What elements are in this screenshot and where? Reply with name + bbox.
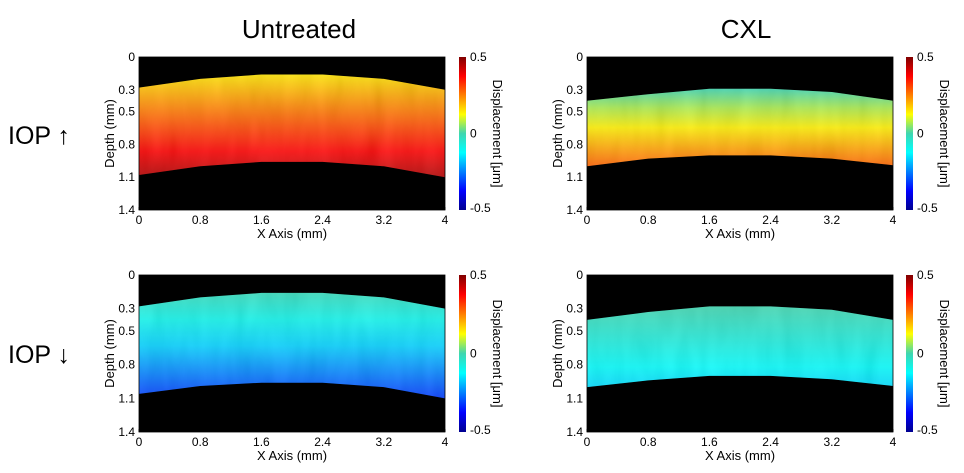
x-tick-label: 1.6 [253,435,270,449]
x-axis-label: X Axis (mm) [705,448,775,463]
y-tick-label: 0.8 [566,358,583,372]
x-tick-label: 0 [136,435,143,449]
x-tick-label: 0.8 [640,213,657,227]
x-tick-label: 3.2 [823,435,840,449]
plot-frame [586,56,894,211]
colorbar: 0.5 0 -0.5 Displacement [μm] [906,268,952,437]
colorbar-gradient [906,275,913,432]
x-tick-label: 4 [442,213,449,227]
colorbar-gradient [459,57,466,210]
plot-frame [138,56,446,211]
colorbar: 0.5 0 -0.5 Displacement [μm] [906,50,952,215]
speckle-texture [139,74,445,178]
colorbar-label: Displacement [μm] [937,80,952,188]
x-tick-label: 2.4 [314,213,331,227]
y-tick-label: 0.3 [118,83,135,97]
colorbar-gradient [459,275,466,432]
x-tick-label: 2.4 [762,435,779,449]
y-tick-label: 1.1 [566,170,583,184]
row-label-iop-up: IOP ↑ [8,122,70,150]
y-tick-label: 0.8 [118,358,135,372]
x-tick-label: 3.2 [375,435,392,449]
x-tick-label: 2.4 [314,435,331,449]
x-tick-label: 2.4 [762,213,779,227]
speckle-texture [587,88,893,167]
plot-frame [586,274,894,433]
colorbar-tick-label: -0.5 [917,201,938,215]
colorbar-tick-label: 0 [917,127,924,141]
y-axis-label: Depth (mm) [102,319,117,388]
speckle-texture [587,306,893,388]
y-tick-label: 1.4 [566,425,583,439]
y-tick-label: 1.4 [118,203,135,217]
y-axis-label: Depth (mm) [550,99,565,168]
y-tick-label: 1.1 [566,391,583,405]
y-tick-label: 0.5 [118,105,135,119]
column-title-cxl: CXL [721,14,772,44]
colorbar-tick-label: -0.5 [470,423,491,437]
colorbar-tick-label: 0 [470,127,477,141]
heatmap-panel: 0 0.8 1.6 2.4 3.2 4 0 0.3 0.5 0.8 1.1 1.4 X Axis (mm… [102,50,505,241]
x-axis-label: X Axis (mm) [257,448,327,463]
y-tick-label: 0.3 [566,83,583,97]
plot-frame [138,274,446,433]
colorbar-label: Displacement [μm] [937,300,952,408]
x-tick-label: 3.2 [823,213,840,227]
x-tick-label: 4 [442,435,449,449]
y-tick-label: 0.8 [566,137,583,151]
y-tick-label: 1.1 [118,170,135,184]
colorbar-tick-label: 0 [470,347,477,361]
x-tick-label: 0 [136,213,143,227]
y-tick-label: 0.5 [566,105,583,119]
x-tick-label: 0.8 [192,213,209,227]
y-tick-label: 0.8 [118,137,135,151]
colorbar-tick-label: -0.5 [470,201,491,215]
heatmap-panel: 0 0.8 1.6 2.4 3.2 4 0 0.3 0.5 0.8 1.1 1.4 X Axis (mm… [550,268,952,463]
colorbar-tick-label: 0.5 [917,50,934,64]
heatmap-panel: 0 0.8 1.6 2.4 3.2 4 0 0.3 0.5 0.8 1.1 1.4 X Axis (mm… [102,268,505,463]
y-tick-label: 0.3 [566,302,583,316]
heatmap-panel: 0 0.8 1.6 2.4 3.2 4 0 0.3 0.5 0.8 1.1 1.4 X Axis (mm… [550,50,952,241]
column-title-untreated: Untreated [242,14,356,44]
y-tick-label: 0.5 [566,324,583,338]
y-tick-label: 0 [576,268,583,282]
y-tick-label: 0.5 [118,324,135,338]
y-tick-label: 0 [128,50,135,64]
x-tick-label: 4 [890,213,897,227]
colorbar-tick-label: -0.5 [917,423,938,437]
y-tick-label: 1.4 [566,203,583,217]
x-tick-label: 1.6 [701,435,718,449]
y-tick-label: 0.3 [118,302,135,316]
x-axis-label: X Axis (mm) [257,226,327,241]
y-axis-label: Depth (mm) [550,319,565,388]
colorbar: 0.5 0 -0.5 Displacement [μm] [459,268,505,437]
y-tick-label: 0 [576,50,583,64]
x-tick-label: 0.8 [192,435,209,449]
colorbar-tick-label: 0.5 [470,268,487,282]
y-tick-label: 1.1 [118,391,135,405]
colorbar: 0.5 0 -0.5 Displacement [μm] [459,50,505,215]
colorbar-label: Displacement [μm] [490,300,505,408]
x-tick-label: 0 [584,213,591,227]
x-tick-label: 0.8 [640,435,657,449]
y-tick-label: 1.4 [118,425,135,439]
y-tick-label: 0 [128,268,135,282]
row-label-iop-down: IOP ↓ [8,341,70,369]
colorbar-tick-label: 0.5 [470,50,487,64]
colorbar-gradient [906,57,913,210]
colorbar-tick-label: 0.5 [917,268,934,282]
x-tick-label: 1.6 [701,213,718,227]
colorbar-label: Displacement [μm] [490,80,505,188]
speckle-texture [139,292,445,399]
x-tick-label: 0 [584,435,591,449]
x-tick-label: 3.2 [375,213,392,227]
heatmap-panels: 0 0.8 1.6 2.4 3.2 4 0 0.3 0.5 0.8 1.1 1.4 X Axis (mm… [102,50,952,463]
x-tick-label: 1.6 [253,213,270,227]
x-axis-label: X Axis (mm) [705,226,775,241]
x-tick-label: 4 [890,435,897,449]
colorbar-tick-label: 0 [917,347,924,361]
y-axis-label: Depth (mm) [102,99,117,168]
